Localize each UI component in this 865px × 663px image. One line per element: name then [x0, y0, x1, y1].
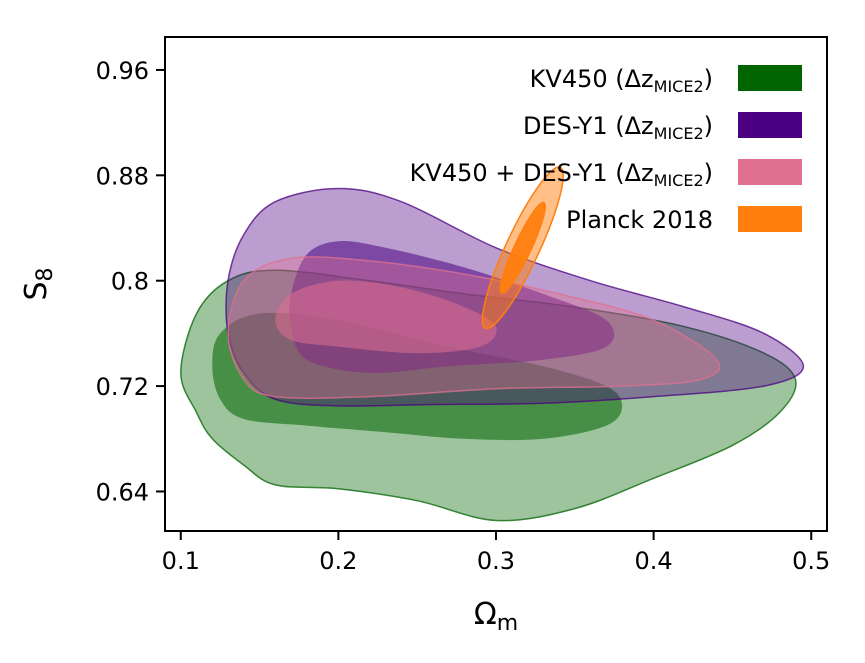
y-tick-label-1: 0.72: [96, 373, 149, 401]
y-tick-label-2: 0.8: [111, 268, 149, 296]
ticks-layer: 0.1 0.2 0.3 0.4 0.5 0.64 0.72 0.8 0.88 0.96: [96, 57, 831, 575]
y-axis-label: S8: [19, 267, 58, 300]
contour-kv450-des-y1-zmice2-inner: [275, 280, 497, 354]
y-tick-label-0: 0.64: [96, 478, 149, 506]
legend-swatch-3: [738, 206, 802, 232]
y-axis-label-sub: 8: [33, 267, 58, 281]
legend-swatch-0: [738, 65, 802, 91]
x-axis-label-sub: m: [497, 611, 518, 636]
x-axis-label: Ωm: [474, 597, 518, 636]
contour-planck-2018-inner: [499, 201, 546, 294]
x-tick-label-2: 0.3: [477, 547, 515, 575]
x-tick-label-3: 0.4: [635, 547, 673, 575]
legend-label-3: Planck 2018: [566, 206, 713, 234]
x-tick-label-4: 0.5: [792, 547, 830, 575]
legend: KV450 (ΔzMICE2) DES-Y1 (ΔzMICE2) KV450 + D…: [410, 65, 802, 234]
contours-layer: [180, 166, 805, 522]
x-tick-label-0: 0.1: [162, 547, 200, 575]
legend-label-1: DES-Y1 (ΔzMICE2): [523, 112, 713, 143]
y-tick-label-4: 0.96: [96, 57, 149, 85]
x-tick-label-1: 0.2: [319, 547, 357, 575]
y-tick-label-3: 0.88: [96, 162, 149, 190]
legend-label-2: KV450 + DES-Y1 (ΔzMICE2): [410, 159, 713, 190]
legend-swatch-2: [738, 159, 802, 185]
legend-swatch-1: [738, 112, 802, 138]
legend-label-0: KV450 (ΔzMICE2): [530, 65, 713, 96]
